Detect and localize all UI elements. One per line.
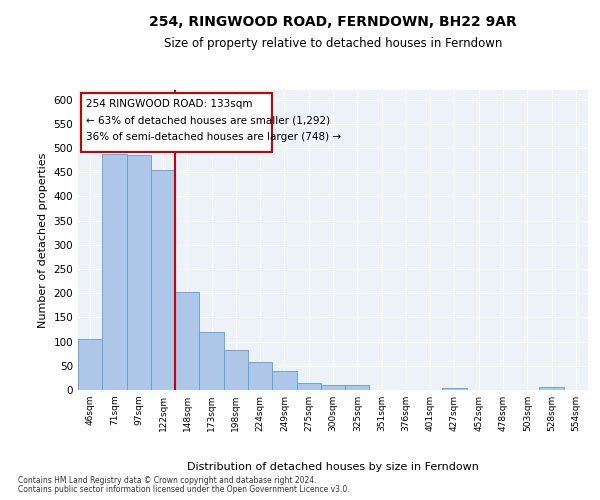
FancyBboxPatch shape bbox=[80, 93, 272, 152]
Text: Distribution of detached houses by size in Ferndown: Distribution of detached houses by size … bbox=[187, 462, 479, 472]
Y-axis label: Number of detached properties: Number of detached properties bbox=[38, 152, 48, 328]
Text: Contains HM Land Registry data © Crown copyright and database right 2024.: Contains HM Land Registry data © Crown c… bbox=[18, 476, 317, 485]
Text: 254 RINGWOOD ROAD: 133sqm: 254 RINGWOOD ROAD: 133sqm bbox=[86, 99, 252, 109]
Text: Contains public sector information licensed under the Open Government Licence v3: Contains public sector information licen… bbox=[18, 485, 350, 494]
Bar bbox=[78, 339, 102, 390]
Text: 254, RINGWOOD ROAD, FERNDOWN, BH22 9AR: 254, RINGWOOD ROAD, FERNDOWN, BH22 9AR bbox=[149, 15, 517, 29]
Bar bbox=[296, 382, 321, 390]
Bar bbox=[224, 350, 248, 390]
Bar bbox=[151, 170, 175, 390]
Bar bbox=[199, 332, 224, 390]
Bar bbox=[102, 154, 127, 390]
Bar bbox=[127, 156, 151, 390]
Bar bbox=[442, 388, 467, 390]
Bar bbox=[175, 292, 199, 390]
Text: ← 63% of detached houses are smaller (1,292): ← 63% of detached houses are smaller (1,… bbox=[86, 116, 330, 126]
Bar bbox=[539, 386, 564, 390]
Text: Size of property relative to detached houses in Ferndown: Size of property relative to detached ho… bbox=[164, 38, 502, 51]
Bar bbox=[321, 385, 345, 390]
Bar bbox=[345, 385, 370, 390]
Bar bbox=[248, 362, 272, 390]
Text: 36% of semi-detached houses are larger (748) →: 36% of semi-detached houses are larger (… bbox=[86, 132, 341, 142]
Bar bbox=[272, 370, 296, 390]
